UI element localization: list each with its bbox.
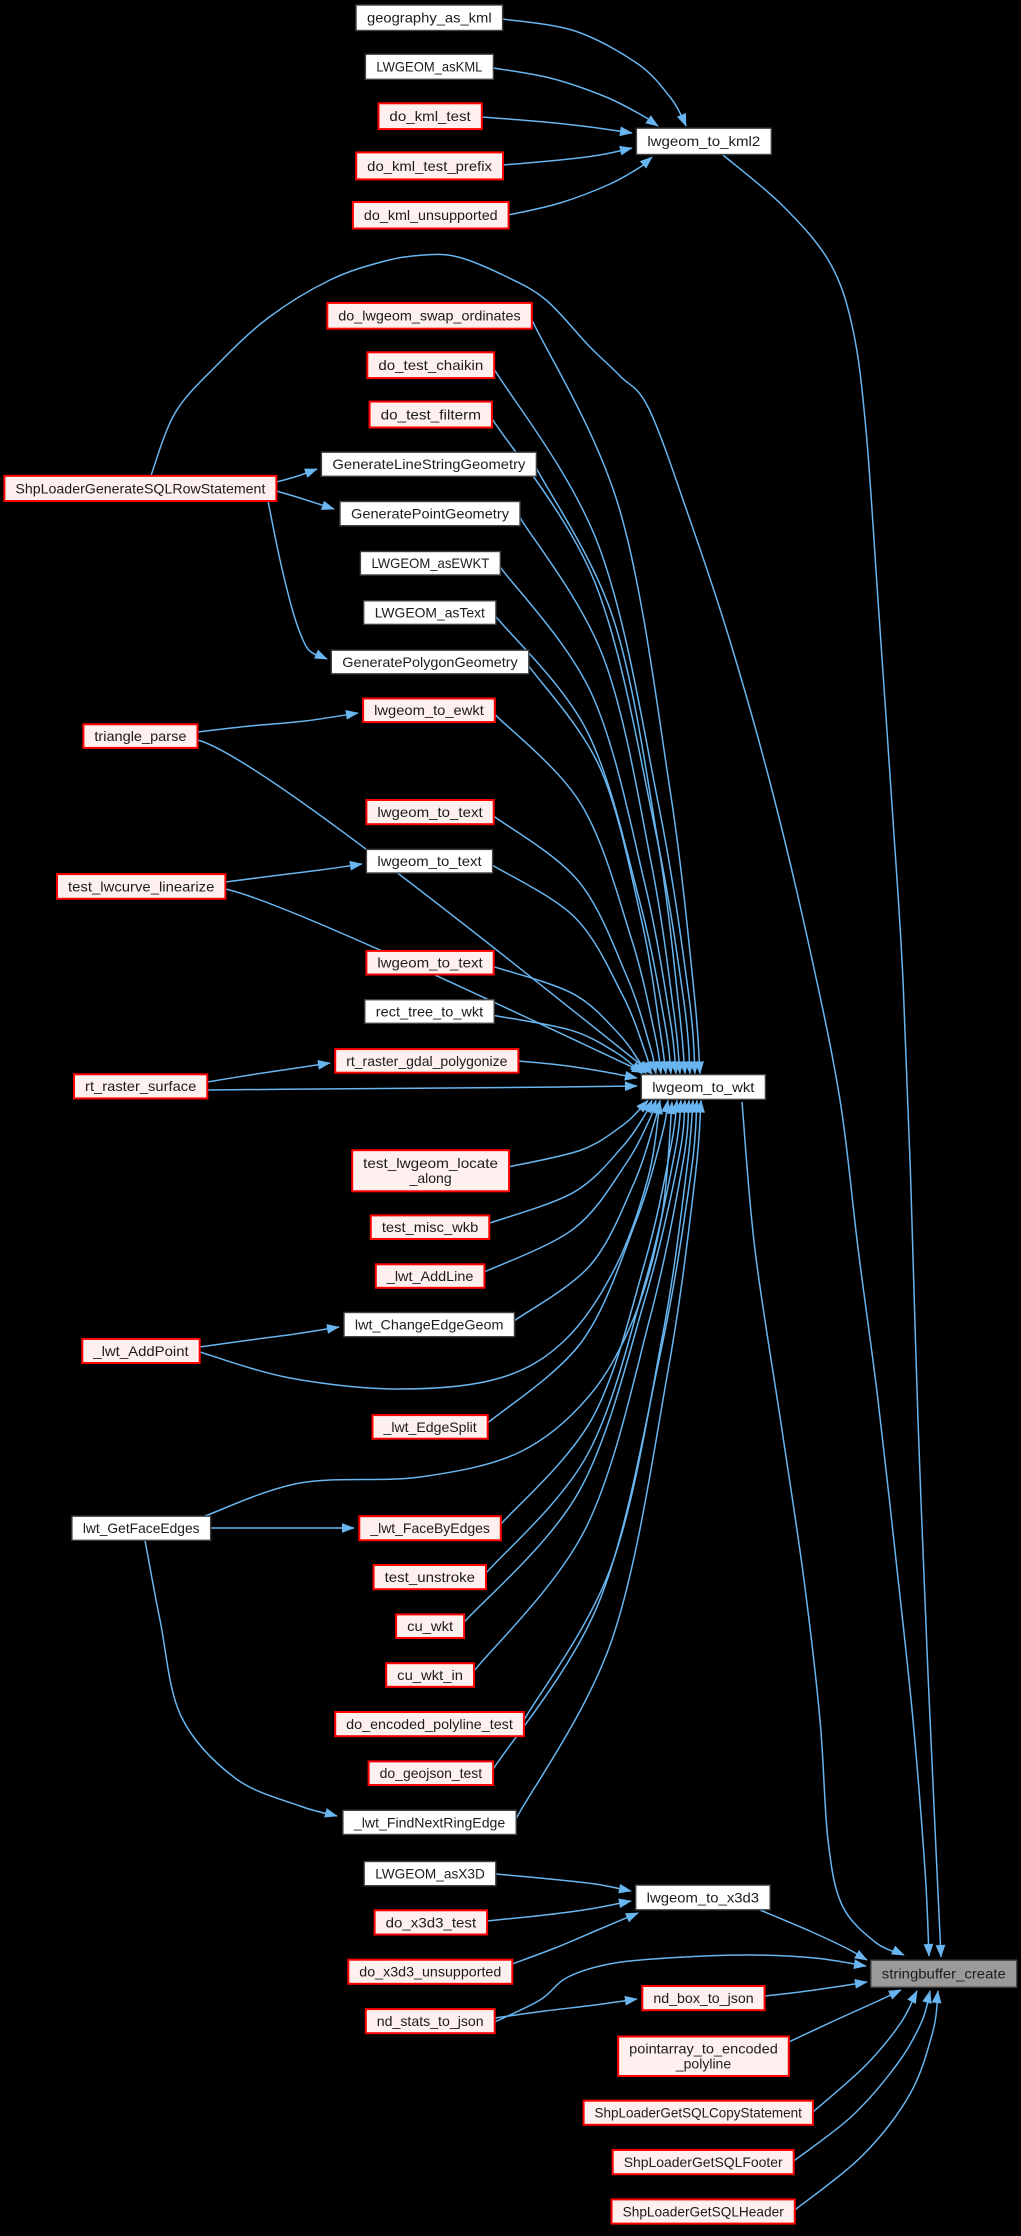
svg-text:lwt_ChangeEdgeGeom: lwt_ChangeEdgeGeom [355, 1317, 504, 1333]
svg-text:_lwt_AddLine: _lwt_AddLine [386, 1268, 474, 1284]
svg-text:cu_wkt_in: cu_wkt_in [397, 1667, 463, 1683]
svg-text:rect_tree_to_wkt: rect_tree_to_wkt [376, 1003, 484, 1019]
svg-text:_along: _along [409, 1170, 452, 1186]
svg-text:nd_stats_to_json: nd_stats_to_json [377, 2013, 484, 2029]
svg-text:stringbuffer_create: stringbuffer_create [882, 1966, 1006, 1982]
svg-text:lwgeom_to_wkt: lwgeom_to_wkt [652, 1079, 754, 1095]
svg-text:LWGEOM_asKML: LWGEOM_asKML [376, 59, 482, 75]
svg-text:lwgeom_to_ewkt: lwgeom_to_ewkt [374, 702, 484, 718]
svg-text:geography_as_kml: geography_as_kml [367, 10, 492, 26]
svg-text:nd_box_to_json: nd_box_to_json [653, 1990, 753, 2006]
svg-text:test_lwgeom_locate: test_lwgeom_locate [363, 1155, 498, 1171]
svg-text:do_test_chaikin: do_test_chaikin [378, 357, 483, 373]
svg-text:do_encoded_polyline_test: do_encoded_polyline_test [346, 1716, 513, 1732]
svg-text:ShpLoaderGetSQLFooter: ShpLoaderGetSQLFooter [624, 2154, 783, 2170]
svg-text:rt_raster_surface: rt_raster_surface [85, 1078, 197, 1094]
svg-text:do_kml_test: do_kml_test [389, 108, 470, 124]
svg-text:do_kml_test_prefix: do_kml_test_prefix [367, 158, 492, 174]
svg-text:test_unstroke: test_unstroke [385, 1569, 476, 1585]
svg-text:lwgeom_to_kml2: lwgeom_to_kml2 [647, 133, 760, 149]
svg-text:rt_raster_gdal_polygonize: rt_raster_gdal_polygonize [346, 1053, 507, 1069]
svg-text:_lwt_FaceByEdges: _lwt_FaceByEdges [369, 1520, 489, 1536]
svg-text:lwgeom_to_text: lwgeom_to_text [377, 853, 481, 869]
svg-text:_lwt_FindNextRingEdge: _lwt_FindNextRingEdge [353, 1814, 506, 1830]
svg-text:do_geojson_test: do_geojson_test [380, 1765, 483, 1781]
svg-text:do_x3d3_test: do_x3d3_test [386, 1914, 477, 1930]
svg-text:test_lwcurve_linearize: test_lwcurve_linearize [68, 878, 215, 894]
svg-text:cu_wkt: cu_wkt [407, 1618, 453, 1634]
svg-text:LWGEOM_asText: LWGEOM_asText [375, 605, 485, 621]
svg-text:pointarray_to_encoded: pointarray_to_encoded [629, 2040, 778, 2056]
svg-text:do_lwgeom_swap_ordinates: do_lwgeom_swap_ordinates [338, 308, 521, 324]
svg-text:test_misc_wkb: test_misc_wkb [382, 1219, 479, 1235]
svg-text:_polyline: _polyline [675, 2056, 731, 2072]
svg-text:lwt_GetFaceEdges: lwt_GetFaceEdges [83, 1520, 200, 1536]
svg-text:_lwt_EdgeSplit: _lwt_EdgeSplit [382, 1419, 476, 1435]
svg-text:do_x3d3_unsupported: do_x3d3_unsupported [359, 1964, 501, 1980]
svg-text:do_test_filterm: do_test_filterm [381, 406, 481, 422]
svg-text:_lwt_AddPoint: _lwt_AddPoint [92, 1343, 189, 1359]
svg-text:GeneratePointGeometry: GeneratePointGeometry [351, 506, 509, 522]
svg-text:GeneratePolygonGeometry: GeneratePolygonGeometry [342, 654, 518, 670]
svg-text:lwgeom_to_x3d3: lwgeom_to_x3d3 [647, 1889, 760, 1905]
svg-text:lwgeom_to_text: lwgeom_to_text [377, 804, 482, 820]
svg-text:LWGEOM_asEWKT: LWGEOM_asEWKT [371, 555, 489, 571]
svg-text:ShpLoaderGetSQLHeader: ShpLoaderGetSQLHeader [623, 2203, 785, 2219]
svg-text:do_kml_unsupported: do_kml_unsupported [364, 207, 498, 223]
svg-text:lwgeom_to_text: lwgeom_to_text [377, 955, 482, 971]
svg-text:LWGEOM_asX3D: LWGEOM_asX3D [375, 1866, 485, 1882]
svg-text:triangle_parse: triangle_parse [94, 728, 186, 744]
svg-text:ShpLoaderGenerateSQLRowStateme: ShpLoaderGenerateSQLRowStatement [15, 480, 265, 496]
svg-text:GenerateLineStringGeometry: GenerateLineStringGeometry [332, 456, 525, 472]
svg-text:ShpLoaderGetSQLCopyStatement: ShpLoaderGetSQLCopyStatement [595, 2105, 802, 2121]
